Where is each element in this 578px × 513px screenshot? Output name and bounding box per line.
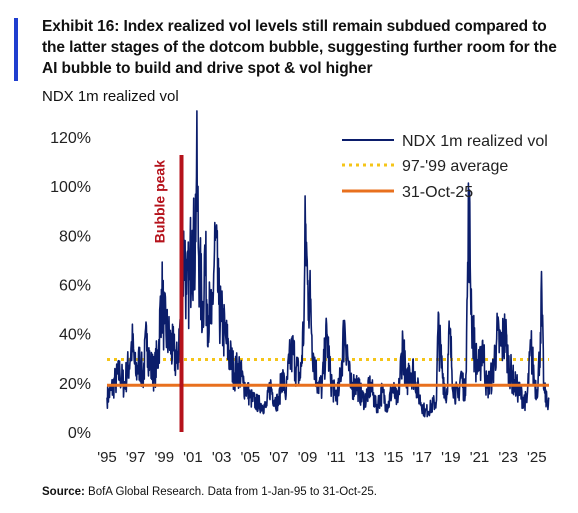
y-tick-label: 0% (68, 425, 91, 442)
page-title: Exhibit 16: Index realized vol levels st… (42, 16, 572, 79)
legend-average-label: 97-'99 average (402, 158, 508, 175)
x-tick-label: '15 (384, 449, 404, 466)
line-chart: 0% 20% 40% 60% 80% 100% 120% '95 '97 '99 '01 '03 '05… (0, 110, 578, 480)
x-tick-label: '11 (327, 449, 345, 466)
y-tick-label: 120% (50, 130, 91, 147)
x-tick-label: '03 (212, 449, 232, 466)
x-tick-label: '25 (527, 449, 547, 466)
x-tick-label: '01 (183, 449, 203, 466)
series-line-ndx-realized-vol (107, 111, 549, 417)
x-tick-label: '09 (298, 449, 318, 466)
source-text: BofA Global Research. Data from 1-Jan-95… (88, 486, 377, 498)
x-tick-label: '23 (498, 449, 518, 466)
x-tick-label: '97 (126, 449, 146, 466)
source-note: Source: BofA Global Research. Data from … (42, 486, 377, 498)
y-tick-label: 80% (59, 228, 91, 245)
legend-current-level-label: 31-Oct-25 (402, 184, 473, 201)
x-tick-label: '05 (240, 449, 260, 466)
x-tick-label: '95 (97, 449, 117, 466)
x-tick-label: '21 (470, 449, 490, 466)
y-tick-label: 20% (59, 376, 91, 393)
y-tick-label: 60% (59, 278, 91, 295)
chart-subtitle: NDX 1m realized vol (42, 88, 179, 105)
x-tick-label: '99 (155, 449, 175, 466)
x-tick-label: '17 (412, 449, 432, 466)
x-tick-label: '19 (441, 449, 461, 466)
y-tick-label: 40% (59, 327, 91, 344)
source-label: Source: (42, 486, 85, 498)
bubble-peak-label: Bubble peak (152, 160, 168, 243)
x-tick-label: '07 (269, 449, 289, 466)
y-tick-label: 100% (50, 179, 91, 196)
x-tick-label: '13 (355, 449, 375, 466)
title-accent-bar (14, 18, 18, 81)
legend-ndx-realized-vol-label: NDX 1m realized vol (402, 133, 548, 150)
